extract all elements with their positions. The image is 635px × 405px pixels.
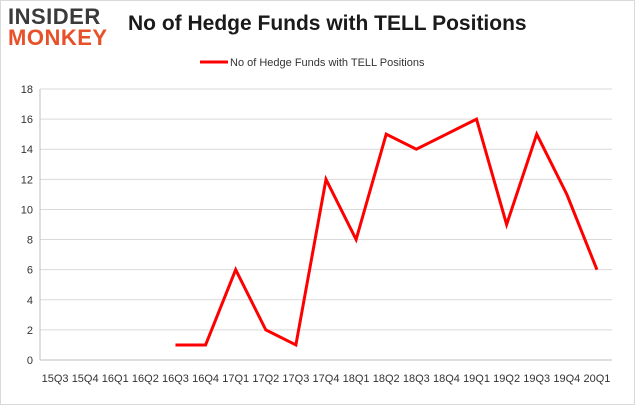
x-tick-label-18Q3: 18Q3 (403, 373, 430, 385)
y-tick-label-8: 8 (27, 235, 33, 247)
x-tick-label-19Q4: 19Q4 (553, 373, 580, 385)
x-tick-label-17Q1: 17Q1 (222, 373, 249, 385)
legend: No of Hedge Funds with TELL Positions (200, 57, 425, 69)
y-tick-label-18: 18 (21, 84, 33, 96)
x-tick-label-16Q1: 16Q1 (102, 373, 129, 385)
legend-label: No of Hedge Funds with TELL Positions (230, 57, 425, 69)
y-tick-label-0: 0 (27, 355, 33, 367)
x-tick-label-15Q4: 15Q4 (72, 373, 99, 385)
chart-title: No of Hedge Funds with TELL Positions (128, 12, 527, 35)
x-tick-label-20Q1: 20Q1 (583, 373, 610, 385)
x-tick-label-15Q3: 15Q3 (42, 373, 69, 385)
x-tick-label-19Q1: 19Q1 (463, 373, 490, 385)
x-tick-labels: 15Q3 15Q4 16Q1 16Q2 16Q3 16Q4 17Q1 17Q2 17Q3 17Q4… (42, 373, 611, 385)
y-tick-label-2: 2 (27, 325, 33, 337)
grid-lines (40, 88, 612, 361)
x-tick-label-16Q2: 16Q2 (132, 373, 159, 385)
x-tick-label-17Q3: 17Q3 (282, 373, 309, 385)
y-tick-labels: 0 2 4 6 8 10 12 14 16 18 (21, 84, 33, 367)
x-tick-label-18Q1: 18Q1 (343, 373, 370, 385)
y-tick-label-10: 10 (21, 204, 33, 216)
x-tick-label-19Q3: 19Q3 (523, 373, 550, 385)
series-line-0 (175, 116, 599, 348)
x-tick-label-18Q2: 18Q2 (373, 373, 400, 385)
y-tick-label-16: 16 (21, 114, 33, 126)
series-lines (175, 116, 599, 348)
y-tick-label-4: 4 (27, 295, 33, 307)
insider-monkey-logo: INSIDER MONKEY (8, 6, 118, 52)
x-tick-label-16Q3: 16Q3 (162, 373, 189, 385)
y-tick-label-12: 12 (21, 174, 33, 186)
x-tick-label-17Q2: 17Q2 (252, 373, 279, 385)
x-tick-label-17Q4: 17Q4 (313, 373, 340, 385)
x-tick-label-16Q4: 16Q4 (192, 373, 219, 385)
y-tick-label-6: 6 (27, 265, 33, 277)
logo-line-2: MONKEY (8, 25, 108, 50)
x-tick-label-18Q4: 18Q4 (433, 373, 460, 385)
logo-line-1: INSIDER (8, 4, 101, 29)
axes (39, 89, 612, 361)
y-tick-label-14: 14 (21, 144, 33, 156)
x-tick-label-19Q2: 19Q2 (493, 373, 520, 385)
